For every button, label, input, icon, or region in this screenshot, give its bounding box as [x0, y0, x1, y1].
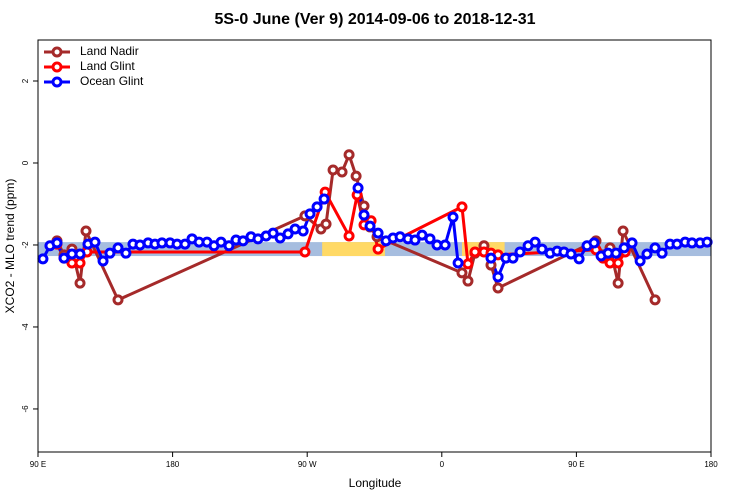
y-tick-label: -6 — [21, 405, 30, 413]
data-point — [656, 247, 668, 259]
data-point — [612, 257, 624, 269]
data-point — [610, 247, 622, 259]
data-point — [617, 225, 629, 237]
data-point — [536, 243, 548, 255]
data-point — [80, 225, 92, 237]
data-point — [352, 182, 364, 194]
data-point — [179, 238, 191, 250]
data-point — [456, 267, 468, 279]
data-point — [120, 247, 132, 259]
y-tick-label: 0 — [21, 160, 30, 165]
x-tick-label: 90 W — [298, 460, 317, 469]
data-point — [343, 149, 355, 161]
band — [322, 242, 385, 257]
x-tick-label: 90 E — [568, 460, 584, 469]
data-point — [452, 257, 464, 269]
data-point — [485, 252, 497, 264]
legend-marker — [51, 61, 63, 73]
data-point — [701, 236, 713, 248]
x-tick-label: 0 — [440, 460, 445, 469]
y-axis-label: XCO2 - MLO trend (ppm) — [3, 179, 17, 314]
data-point — [649, 242, 661, 254]
plot-frame — [37, 39, 712, 453]
data-point — [223, 240, 235, 252]
data-point — [311, 201, 323, 213]
data-point — [514, 246, 526, 258]
data-point — [327, 164, 339, 176]
data-point — [573, 253, 585, 265]
data-point — [588, 237, 600, 249]
data-point — [439, 239, 451, 251]
data-point — [51, 237, 63, 249]
legend-marker — [51, 76, 63, 88]
data-point — [626, 237, 638, 249]
data-point — [565, 248, 577, 260]
data-point — [424, 233, 436, 245]
data-point — [456, 201, 468, 213]
data-point — [297, 225, 309, 237]
legend-label: Land Glint — [80, 59, 135, 73]
x-tick-label: 180 — [166, 460, 180, 469]
y-tick-label: 2 — [21, 78, 30, 83]
data-point — [282, 228, 294, 240]
data-point — [358, 200, 370, 212]
data-point — [74, 277, 86, 289]
data-point — [104, 247, 116, 259]
data-point — [58, 252, 70, 264]
data-point — [74, 257, 86, 269]
data-point — [74, 248, 86, 260]
y-tick-label: -4 — [21, 323, 30, 331]
data-point — [112, 242, 124, 254]
data-point — [112, 294, 124, 306]
data-point — [237, 235, 249, 247]
data-point — [89, 236, 101, 248]
data-point — [364, 220, 376, 232]
data-point — [267, 227, 279, 239]
data-point — [641, 248, 653, 260]
data-point — [409, 234, 421, 246]
data-point — [462, 275, 474, 287]
data-point — [634, 255, 646, 267]
x-axis-label: Longitude — [349, 476, 402, 490]
data-point — [372, 243, 384, 255]
data-point — [462, 258, 474, 270]
data-point — [274, 232, 286, 244]
data-point — [447, 211, 459, 223]
data-point — [336, 166, 348, 178]
data-point — [350, 170, 362, 182]
data-point — [618, 242, 630, 254]
x-tick-label: 90 E — [30, 460, 46, 469]
legend-label: Ocean Glint — [80, 74, 144, 88]
data-point — [492, 271, 504, 283]
y-tick-label: -2 — [21, 241, 30, 249]
data-point — [299, 246, 311, 258]
x-tick-label: 180 — [704, 460, 718, 469]
data-point — [304, 208, 316, 220]
data-point — [97, 255, 109, 267]
data-point — [649, 294, 661, 306]
data-point — [320, 218, 332, 230]
data-point — [529, 236, 541, 248]
data-point — [492, 282, 504, 294]
legend-label: Land Nadir — [80, 44, 139, 58]
chart-title: 5S-0 June (Ver 9) 2014-09-06 to 2018-12-… — [214, 11, 535, 28]
legend-marker — [51, 46, 63, 58]
data-point — [343, 230, 355, 242]
data-point — [318, 193, 330, 205]
data-point — [358, 209, 370, 221]
data-point — [372, 227, 384, 239]
data-point — [507, 252, 519, 264]
data-point — [37, 253, 49, 265]
data-point — [469, 246, 481, 258]
data-point — [612, 277, 624, 289]
